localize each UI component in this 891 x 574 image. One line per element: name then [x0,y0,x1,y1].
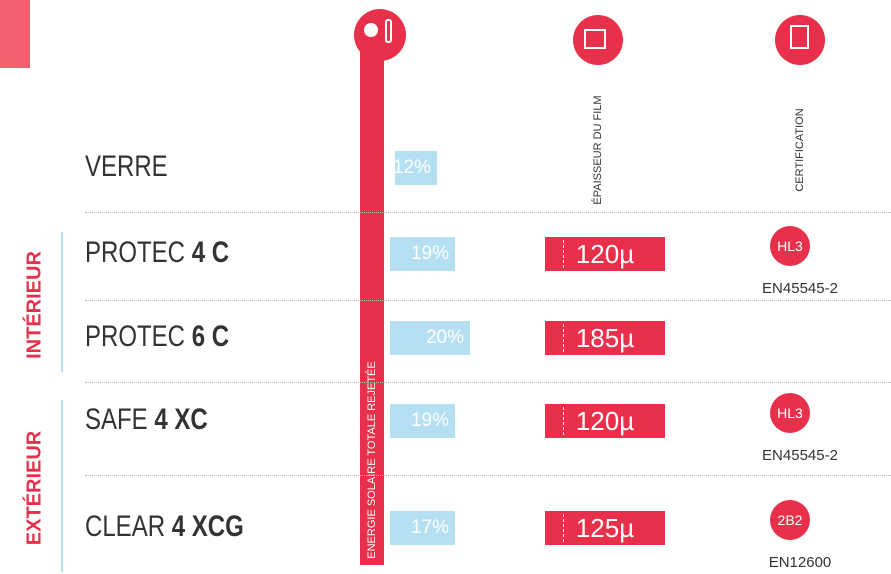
energy-bar: 12% [393,151,437,185]
product-line: CLEAR [85,510,166,543]
product-line: VERRE [85,150,168,183]
separator [85,300,891,301]
energy-bar: 20% [390,321,470,355]
group-label: EXTÉRIEUR [23,430,46,546]
energy-bar: 19% [390,404,455,438]
corner-tab [0,0,30,68]
product-model: 4 C [191,236,230,269]
energy-column [360,50,384,565]
separator [85,382,891,383]
energy-bar: 17% [390,511,455,545]
dash [563,324,564,352]
dash [563,240,564,268]
product-model: 4 XC [154,403,208,436]
cert-standard: EN45545-2 [762,447,838,464]
thickness-header: ÉPAISSEUR DU FILM [592,95,604,205]
cert-shape [790,25,809,49]
product-model: 4 XCG [171,510,244,543]
group-label: INTÉRIEUR [23,251,46,359]
product-name: PROTEC 4 C [85,236,229,270]
cert-badge: HL3 [770,226,810,266]
separator [85,475,891,476]
sun-icon [354,9,406,61]
cert-icon [775,15,825,65]
thickness-bar: 185µ [545,321,665,355]
thickness-bar: 120µ [545,404,665,438]
product-name: CLEAR 4 XCG [85,510,244,544]
energy-bar: 19% [390,237,455,271]
product-line: PROTEC [85,320,186,353]
dash [563,407,564,435]
thermometer [385,19,392,43]
product-line: PROTEC [85,236,186,269]
thickness-bar: 120µ [545,237,665,271]
product-model: 6 C [191,320,230,353]
energy-header: ENERGIE SOLAIRE TOTALE REJETÉE [366,361,378,559]
cert-badge: 2B2 [770,500,810,540]
separator [85,212,891,213]
cert-badge: HL3 [770,393,810,433]
cert-header: CERTIFICATION [794,108,806,192]
product-line: SAFE [85,403,148,436]
thickness-bar: 125µ [545,511,665,545]
dash [563,514,564,542]
product-name: SAFE 4 XC [85,403,208,437]
product-name: PROTEC 6 C [85,320,229,354]
sun-core [364,23,378,37]
cert-standard: EN12600 [768,554,832,571]
product-name: VERRE [85,150,168,184]
film-icon [573,15,623,65]
cert-standard: EN45545-2 [762,280,838,297]
film-shape [584,29,606,49]
